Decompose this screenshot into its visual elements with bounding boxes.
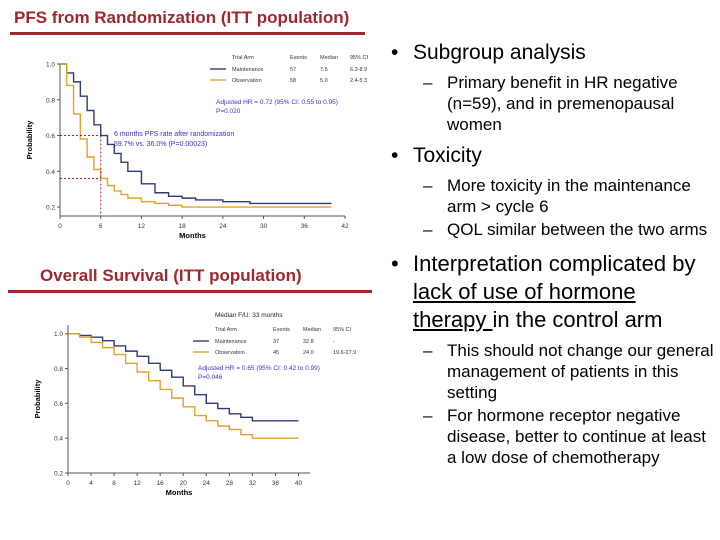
y-tick-label: 0.8 <box>54 366 63 373</box>
os-title: Overall Survival (ITT population) <box>40 266 302 285</box>
legend-arm: Maintenance <box>232 67 264 73</box>
series-line-maintenance <box>68 333 299 422</box>
x-tick-label: 12 <box>138 223 146 230</box>
x-tick-label: 24 <box>203 480 211 487</box>
x-tick-label: 0 <box>66 480 70 487</box>
legend-arm: Observation <box>232 78 262 84</box>
legend-arm: Maintenance <box>215 339 247 345</box>
y-tick-label: 1.0 <box>46 62 55 69</box>
y-tick-label: 1.0 <box>54 331 63 338</box>
legend-ci: 2.4-5.3 <box>350 78 367 84</box>
interpretation-text-start: Interpretation complicated by <box>413 251 696 276</box>
y-tick-label: 0.4 <box>46 169 55 176</box>
legend-ci: 6.2-8.9 <box>350 67 367 73</box>
legend-header: Median <box>303 327 321 333</box>
x-tick-label: 20 <box>180 480 188 487</box>
series-line-observation <box>60 63 332 208</box>
interpretation-underline: lack of use of hormone therapy <box>413 279 636 332</box>
pfs-callout-line2: 59.7% vs. 36.0% (P=0.00023) <box>114 141 207 148</box>
y-tick-label: 0.8 <box>46 97 55 104</box>
sub-bullet-qol: QOL similar between the two arms <box>385 219 715 240</box>
os-title-rule <box>8 290 372 293</box>
pfs-callout-line1: 6 months PFS rate after randomization <box>114 131 234 138</box>
median-followup: Median F/U: 33 months <box>215 312 283 319</box>
y-tick-label: 0.6 <box>46 133 55 140</box>
legend-ci: 19.6-27.9 <box>333 350 356 356</box>
x-axis-label: Months <box>179 231 206 240</box>
legend-header: Events <box>290 55 307 61</box>
x-tick-label: 16 <box>157 480 165 487</box>
series-line-maintenance <box>60 63 332 205</box>
y-tick-label: 0.6 <box>54 401 63 408</box>
x-tick-label: 6 <box>99 223 103 230</box>
legend-events: 57 <box>290 67 296 73</box>
legend-header: 95% CI <box>333 327 352 333</box>
legend-header: Events <box>273 327 290 333</box>
x-tick-label: 36 <box>301 223 309 230</box>
x-tick-label: 4 <box>89 480 93 487</box>
pfs-title-rule <box>10 32 365 35</box>
interpretation-text-end: in the control arm <box>492 307 663 332</box>
legend-median: 5.0 <box>320 78 328 84</box>
pfs-title: PFS from Randomization (ITT population) <box>14 8 350 27</box>
sub-bullet-more-toxicity: More toxicity in the maintenance arm > c… <box>385 175 715 217</box>
legend-events: 37 <box>273 339 279 345</box>
bullet-subgroup: Subgroup analysis <box>385 40 715 66</box>
x-tick-label: 28 <box>226 480 234 487</box>
legend-header: Median <box>320 55 338 61</box>
y-axis-label: Probability <box>25 120 34 160</box>
x-tick-label: 40 <box>295 480 303 487</box>
bullet-toxicity: Toxicity <box>385 143 715 169</box>
bullet-interpretation: Interpretation complicated by lack of us… <box>385 250 715 334</box>
y-tick-label: 0.2 <box>46 205 55 212</box>
x-tick-label: 36 <box>272 480 280 487</box>
x-tick-label: 24 <box>219 223 227 230</box>
legend-median: 32.8 <box>303 339 314 345</box>
hr-annotation: Adjusted HR = 0.65 (95% CI: 0.42 to 0.99… <box>198 365 320 372</box>
hr-annotation: P=0.020 <box>216 108 241 115</box>
legend-median: 24.0 <box>303 350 314 356</box>
series-line-observation <box>68 333 299 439</box>
pfs-chart: 0 6 12 18 24 30 36 42 1.0 0.8 0.6 0.4 0.2 Months Proba… <box>25 55 369 240</box>
x-tick-label: 30 <box>260 223 268 230</box>
x-tick-label: 18 <box>179 223 187 230</box>
x-axis-label: Months <box>166 488 193 497</box>
sub-bullet-management: This should not change our general manag… <box>385 340 715 403</box>
x-tick-label: 0 <box>58 223 62 230</box>
sub-bullet-hr-negative: Primary benefit in HR negative (n=59), a… <box>385 72 715 135</box>
legend-events: 58 <box>290 78 296 84</box>
os-chart: 0 4 8 12 16 20 24 28 32 36 40 1.0 0.8 0.6 0.4 0.2 Months… <box>33 312 356 497</box>
x-tick-label: 8 <box>112 480 116 487</box>
bullet-list: Subgroup analysis Primary benefit in HR … <box>385 40 715 470</box>
legend-ci: - <box>333 339 335 345</box>
x-tick-label: 32 <box>249 480 257 487</box>
legend-arm: Observation <box>215 350 245 356</box>
legend-header: 95% CI <box>350 55 369 61</box>
y-tick-label: 0.2 <box>54 471 63 478</box>
y-axis-label: Probability <box>33 379 42 419</box>
legend-median: 7.5 <box>320 67 328 73</box>
x-tick-label: 12 <box>134 480 142 487</box>
legend-header: Trial Arm <box>232 55 254 61</box>
hr-annotation: P=0.046 <box>198 374 223 381</box>
x-tick-label: 42 <box>341 223 349 230</box>
legend-header: Trial Arm <box>215 327 237 333</box>
hr-annotation: Adjusted HR = 0.72 (95% CI: 0.55 to 0.95… <box>216 99 338 106</box>
y-tick-label: 0.4 <box>54 436 63 443</box>
legend-events: 45 <box>273 350 279 356</box>
sub-bullet-hormone-negative: For hormone receptor negative disease, b… <box>385 405 715 468</box>
